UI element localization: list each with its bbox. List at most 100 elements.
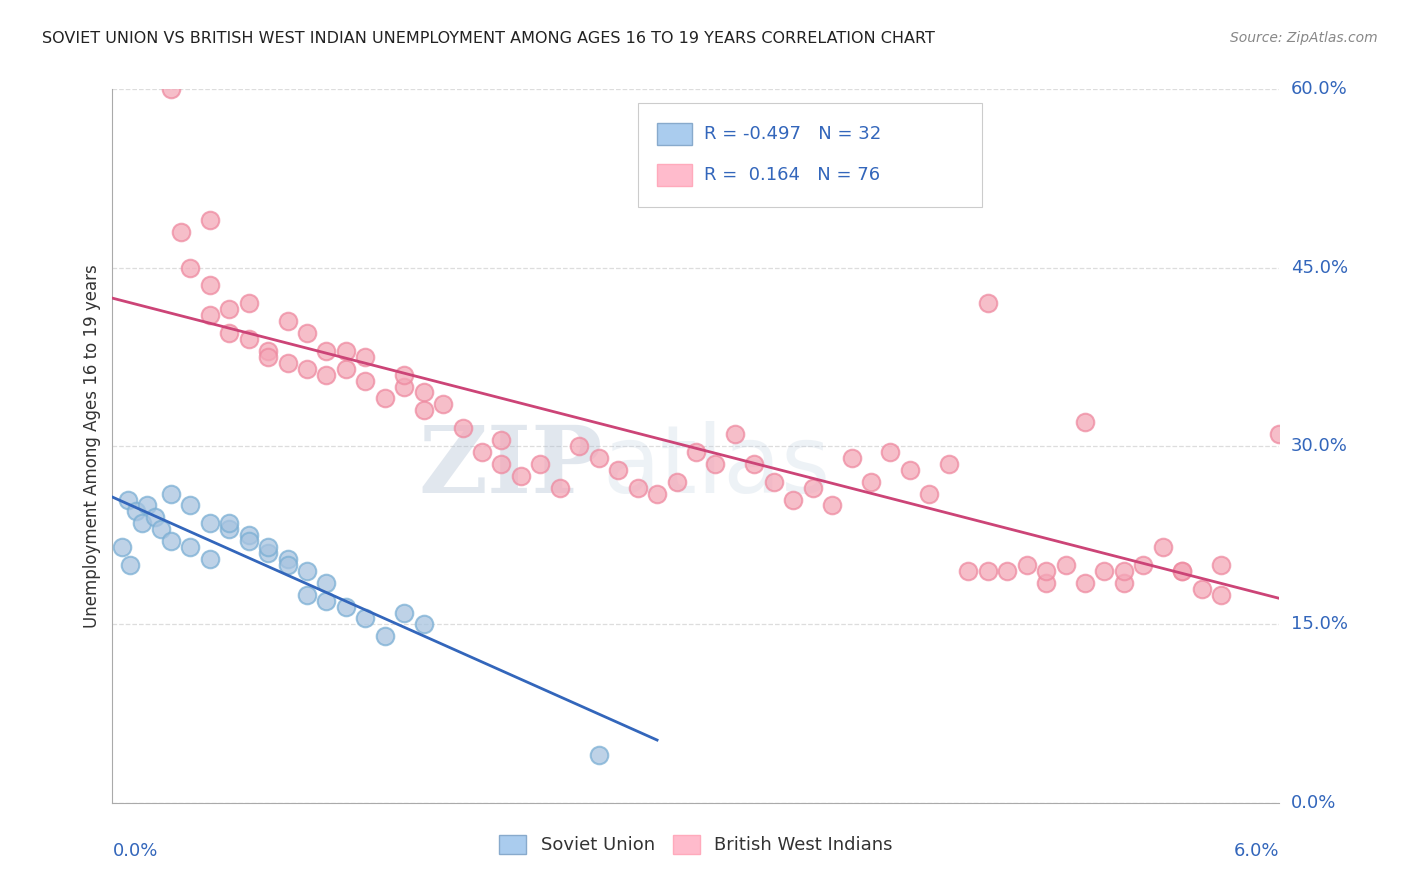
Point: [143, 510, 166, 524]
Point: [276, 552, 298, 566]
Point: [125, 504, 148, 518]
Text: 6.0%: 6.0%: [1234, 842, 1279, 860]
Point: [218, 516, 240, 531]
Point: [150, 522, 173, 536]
Point: [491, 457, 513, 471]
Point: [198, 213, 221, 227]
Text: 15.0%: 15.0%: [1291, 615, 1347, 633]
Point: [957, 564, 980, 578]
Text: ZIP: ZIP: [419, 423, 603, 512]
Point: [1035, 575, 1057, 590]
Point: [1015, 558, 1038, 572]
Point: [315, 343, 337, 358]
Point: [1074, 415, 1097, 429]
Text: 60.0%: 60.0%: [1291, 80, 1347, 98]
Point: [976, 296, 998, 310]
Point: [1035, 564, 1057, 578]
Point: [1152, 540, 1174, 554]
Point: [704, 457, 727, 471]
Point: [198, 516, 221, 531]
Point: [374, 392, 396, 406]
Point: [257, 546, 280, 560]
Point: [491, 433, 513, 447]
Point: [394, 368, 416, 382]
Point: [627, 481, 650, 495]
Legend: Soviet Union, British West Indians: Soviet Union, British West Indians: [499, 835, 893, 855]
Point: [131, 516, 153, 531]
Point: [295, 326, 318, 340]
Point: [685, 445, 707, 459]
Point: [607, 463, 630, 477]
Point: [295, 564, 318, 578]
Point: [136, 499, 159, 513]
Point: [529, 457, 551, 471]
FancyBboxPatch shape: [658, 164, 693, 186]
Point: [198, 308, 221, 322]
Point: [160, 82, 183, 96]
Point: [335, 361, 357, 376]
Point: [179, 540, 201, 554]
Point: [169, 225, 191, 239]
Point: [394, 379, 416, 393]
Point: [257, 540, 280, 554]
Point: [995, 564, 1018, 578]
Point: [1211, 588, 1233, 602]
Point: [315, 575, 337, 590]
Point: [898, 463, 921, 477]
Point: [568, 439, 591, 453]
Point: [315, 368, 337, 382]
Point: [238, 332, 260, 346]
Text: Source: ZipAtlas.com: Source: ZipAtlas.com: [1230, 31, 1378, 45]
Point: [238, 534, 260, 549]
Point: [218, 326, 240, 340]
Point: [276, 356, 298, 370]
Point: [744, 457, 766, 471]
Point: [238, 296, 260, 310]
Point: [354, 350, 377, 364]
Point: [879, 445, 901, 459]
FancyBboxPatch shape: [658, 123, 693, 145]
Point: [1074, 575, 1097, 590]
Point: [238, 528, 260, 542]
Point: [976, 564, 998, 578]
FancyBboxPatch shape: [638, 103, 981, 207]
Point: [335, 343, 357, 358]
Point: [645, 486, 668, 500]
Point: [315, 593, 337, 607]
Point: [762, 475, 785, 489]
Point: [111, 540, 134, 554]
Point: [1054, 558, 1077, 572]
Text: atlas: atlas: [603, 421, 831, 514]
Point: [118, 558, 141, 572]
Point: [548, 481, 571, 495]
Point: [1112, 564, 1135, 578]
Point: [1132, 558, 1154, 572]
Point: [354, 611, 377, 625]
Y-axis label: Unemployment Among Ages 16 to 19 years: Unemployment Among Ages 16 to 19 years: [83, 264, 101, 628]
Point: [295, 361, 318, 376]
Point: [198, 278, 221, 293]
Point: [1171, 564, 1194, 578]
Point: [179, 499, 201, 513]
Point: [335, 599, 357, 614]
Point: [117, 492, 139, 507]
Point: [1112, 575, 1135, 590]
Point: [160, 534, 183, 549]
Point: [782, 492, 804, 507]
Point: [1094, 564, 1116, 578]
Point: [588, 748, 610, 763]
Point: [801, 481, 824, 495]
Point: [257, 343, 280, 358]
Point: [218, 522, 240, 536]
Point: [841, 450, 863, 465]
Point: [918, 486, 941, 500]
Point: [588, 450, 610, 465]
Point: [295, 588, 318, 602]
Point: [1191, 582, 1213, 596]
Point: [860, 475, 883, 489]
Point: [432, 397, 454, 411]
Point: [276, 314, 298, 328]
Point: [412, 403, 434, 417]
Text: 45.0%: 45.0%: [1291, 259, 1348, 277]
Point: [1211, 558, 1233, 572]
